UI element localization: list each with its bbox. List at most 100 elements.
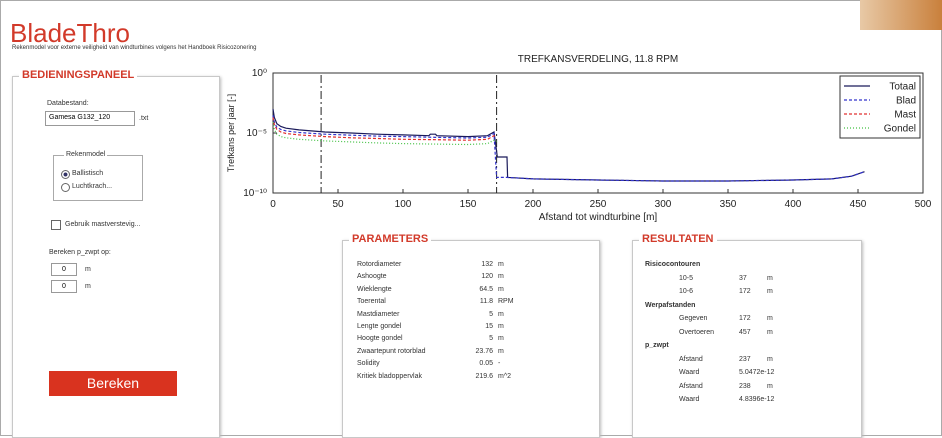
param-value: 5 — [453, 335, 493, 342]
panel-title: PARAMETERS — [349, 233, 431, 245]
param-label: Toerental — [357, 298, 386, 305]
model-title: Rekenmodel — [64, 151, 107, 158]
result-group: p_zwpt — [645, 342, 669, 349]
file-label: Databestand: — [47, 100, 89, 107]
file-input[interactable]: Gamesa G132_120 — [45, 111, 135, 126]
param-label: Solidity — [357, 360, 380, 367]
calc-label: Bereken p_zwpt op: — [49, 249, 111, 256]
param-value: 64.5 — [453, 286, 493, 293]
param-unit: m — [498, 311, 504, 318]
result-label: Afstand — [679, 383, 703, 390]
unit: m — [85, 283, 91, 290]
x-tick-label: 200 — [525, 199, 542, 210]
result-label: Afstand — [679, 356, 703, 363]
param-label: Lengte gondel — [357, 323, 401, 330]
radio[interactable] — [61, 170, 70, 179]
result-unit: m — [767, 315, 773, 322]
result-label: 10-5 — [679, 275, 693, 282]
x-tick-label: 300 — [655, 199, 672, 210]
checkbox-label: Gebruik mastverstevig... — [65, 221, 140, 228]
result-value: 5.0472e-12 — [739, 369, 774, 376]
legend-label: Totaal — [889, 82, 916, 93]
panel-title: BEDIENINGSPANEEL — [19, 69, 137, 81]
result-value: 37 — [739, 275, 747, 282]
legend-label: Mast — [894, 110, 916, 121]
y-tick-label: 10⁻¹⁰ — [243, 188, 267, 199]
plot-area — [273, 73, 923, 193]
result-label: Gegeven — [679, 315, 707, 322]
result-value: 457 — [739, 329, 751, 336]
param-value: 23.76 — [453, 348, 493, 355]
param-unit: m — [498, 323, 504, 330]
radio-label: Luchtkrach... — [72, 183, 112, 190]
param-unit: m — [498, 261, 504, 268]
x-tick-label: 50 — [332, 199, 344, 210]
param-unit: RPM — [498, 298, 514, 305]
control-panel: BEDIENINGSPANEEL Databestand: Gamesa G13… — [12, 76, 220, 438]
param-value: 0.05 — [453, 360, 493, 367]
x-tick-label: 0 — [270, 199, 276, 210]
model-group: Rekenmodel Ballistisch Luchtkrach... — [53, 155, 143, 201]
distance-input[interactable]: 0 — [51, 280, 77, 293]
y-tick-label: 10⁻⁵ — [246, 128, 267, 139]
result-label: 10-6 — [679, 288, 693, 295]
app-window: BladeThro Rekenmodel voor externe veilig… — [0, 0, 942, 436]
result-value: 238 — [739, 383, 751, 390]
result-value: 172 — [739, 288, 751, 295]
param-unit: m — [498, 335, 504, 342]
file-ext: .txt — [139, 115, 148, 122]
checkbox[interactable] — [51, 220, 61, 230]
param-unit: m — [498, 273, 504, 280]
param-label: Hoogte gondel — [357, 335, 403, 342]
legend-label: Gondel — [884, 124, 916, 135]
x-tick-label: 350 — [720, 199, 737, 210]
result-label: Waard — [679, 369, 699, 376]
param-unit: m — [498, 348, 504, 355]
x-tick-label: 400 — [785, 199, 802, 210]
x-tick-label: 500 — [915, 199, 932, 210]
radio[interactable] — [61, 183, 70, 192]
param-unit: m — [498, 286, 504, 293]
panel-title: RESULTATEN — [639, 233, 717, 245]
param-label: Wieklengte — [357, 286, 392, 293]
unit: m — [85, 266, 91, 273]
x-axis-label: Afstand tot windturbine [m] — [539, 212, 658, 223]
param-label: Kritiek bladoppervlak — [357, 373, 422, 380]
result-group: Werpafstanden — [645, 302, 695, 309]
param-value: 11.8 — [453, 298, 493, 305]
result-unit: m — [767, 288, 773, 295]
param-unit: m^2 — [498, 373, 511, 380]
param-label: Mastdiameter — [357, 311, 399, 318]
result-group: Risicocontouren — [645, 261, 700, 268]
result-label: Overtoeren — [679, 329, 714, 336]
param-value: 219.6 — [453, 373, 493, 380]
param-label: Ashoogte — [357, 273, 387, 280]
result-value: 237 — [739, 356, 751, 363]
decoration — [860, 0, 942, 30]
param-label: Zwaartepunt rotorblad — [357, 348, 425, 355]
legend-label: Blad — [896, 96, 916, 107]
result-unit: m — [767, 329, 773, 336]
param-label: Rotordiameter — [357, 261, 401, 268]
distance-input[interactable]: 0 — [51, 263, 77, 276]
param-value: 5 — [453, 311, 493, 318]
y-axis-label: Trefkans per jaar [-] — [226, 94, 236, 172]
calculate-button[interactable]: Bereken — [49, 371, 177, 396]
result-unit: m — [767, 383, 773, 390]
param-unit: - — [498, 360, 500, 367]
x-tick-label: 250 — [590, 199, 607, 210]
chart: TREFKANSVERDELING, 11.8 RPM Afstand tot … — [220, 50, 940, 230]
radio-label: Ballistisch — [72, 170, 103, 177]
result-label: Waard — [679, 396, 699, 403]
result-unit: m — [767, 275, 773, 282]
result-value: 172 — [739, 315, 751, 322]
y-tick-label: 10⁰ — [252, 68, 267, 79]
x-tick-label: 100 — [395, 199, 412, 210]
param-value: 120 — [453, 273, 493, 280]
param-value: 15 — [453, 323, 493, 330]
result-unit: m — [767, 356, 773, 363]
param-value: 132 — [453, 261, 493, 268]
x-tick-label: 150 — [460, 199, 477, 210]
